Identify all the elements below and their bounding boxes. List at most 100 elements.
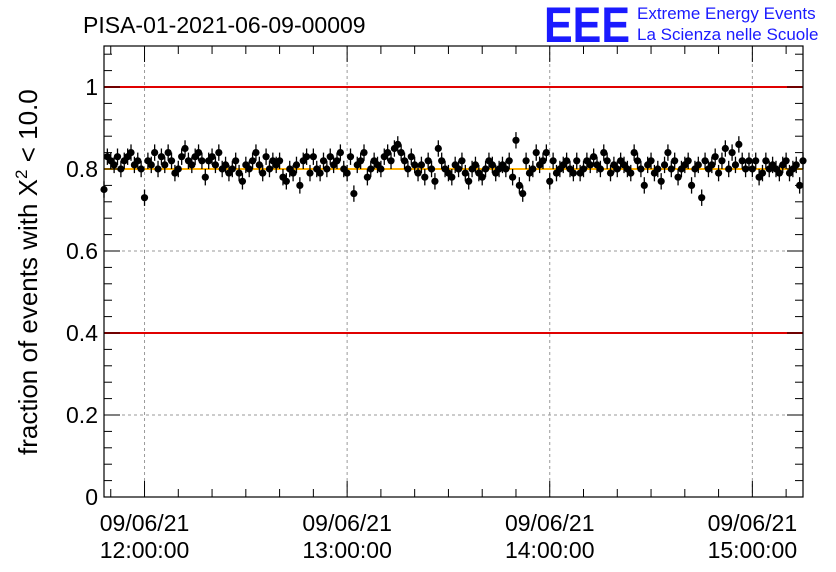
- data-point: [684, 157, 692, 165]
- data-point: [529, 165, 537, 173]
- data-point: [782, 157, 790, 165]
- data-point: [792, 161, 800, 169]
- data-point: [573, 157, 581, 165]
- data-point: [718, 157, 726, 165]
- data-points: [100, 132, 807, 206]
- data-point: [259, 169, 267, 177]
- data-point: [478, 173, 486, 181]
- data-point: [738, 157, 746, 165]
- data-point: [748, 165, 756, 173]
- y-tick-label: 0.6: [66, 238, 98, 264]
- data-point: [586, 161, 594, 169]
- data-point: [687, 181, 696, 189]
- x-tick-label-time: 15:00:00: [708, 537, 798, 563]
- data-point: [522, 157, 530, 165]
- plot-frame: [103, 45, 804, 498]
- data-point: [326, 153, 334, 161]
- data-point: [775, 169, 783, 177]
- data-point: [346, 153, 355, 161]
- data-point: [454, 165, 463, 173]
- data-point: [367, 165, 375, 173]
- data-point: [363, 173, 371, 181]
- data-point: [664, 149, 672, 157]
- data-point: [637, 165, 645, 173]
- data-point: [563, 157, 571, 165]
- data-point: [154, 165, 162, 173]
- data-point: [461, 169, 469, 177]
- data-point: [350, 190, 358, 198]
- y-tick-label: 0.2: [66, 402, 98, 428]
- data-point: [671, 157, 679, 165]
- data-point: [762, 157, 770, 165]
- data-point: [134, 157, 142, 165]
- data-point: [275, 157, 284, 165]
- data-point: [708, 161, 716, 169]
- data-point: [603, 157, 611, 165]
- data-point: [660, 161, 669, 169]
- logo-letters: EEE: [544, 0, 630, 53]
- data-point: [411, 161, 419, 169]
- data-point: [167, 157, 176, 165]
- data-point: [110, 161, 118, 169]
- data-point: [404, 165, 412, 173]
- data-point: [151, 149, 159, 157]
- data-point: [228, 165, 236, 173]
- data-point: [654, 165, 662, 173]
- data-point: [633, 157, 642, 165]
- data-point: [245, 165, 253, 173]
- data-point: [674, 173, 682, 181]
- data-point: [721, 144, 729, 153]
- data-point: [725, 165, 733, 173]
- data-point: [140, 194, 149, 202]
- data-point: [711, 153, 719, 161]
- data-point: [292, 161, 301, 169]
- data-point: [427, 165, 436, 173]
- data-point: [508, 173, 517, 181]
- data-point: [252, 149, 260, 157]
- data-point: [745, 157, 753, 165]
- x-tick-label-date: 09/06/21: [302, 510, 392, 536]
- data-point: [248, 157, 257, 165]
- data-point: [238, 177, 247, 185]
- data-point: [539, 157, 547, 165]
- data-point: [431, 177, 439, 185]
- x-tick-label-time: 13:00:00: [302, 537, 392, 563]
- data-point: [235, 169, 243, 177]
- data-point: [161, 161, 169, 169]
- logo-line-1: Extreme Energy Events: [637, 4, 816, 23]
- data-point: [282, 177, 290, 185]
- data-point: [181, 144, 189, 153]
- data-point: [137, 165, 145, 173]
- x-tick-label-time: 14:00:00: [505, 537, 595, 563]
- data-point: [400, 157, 409, 165]
- data-point: [157, 153, 166, 161]
- data-point: [394, 140, 402, 148]
- y-tick-label: 0: [85, 484, 98, 510]
- data-point: [113, 153, 122, 161]
- data-point: [606, 169, 615, 177]
- data-point: [714, 169, 723, 177]
- data-point: [488, 161, 496, 169]
- y-tick-labels: 0 0.2 0.4 0.6 0.8 1: [66, 74, 98, 510]
- data-point: [424, 157, 432, 165]
- data-point: [505, 157, 513, 165]
- data-point: [221, 161, 230, 169]
- data-point: [255, 161, 263, 169]
- data-point: [542, 149, 550, 157]
- x-tick-labels: 09/06/2112:00:0009/06/2113:00:0009/06/21…: [100, 510, 797, 563]
- y-tick-label: 1: [85, 74, 98, 100]
- data-point: [309, 153, 317, 161]
- data-point: [319, 157, 328, 165]
- data-point: [296, 181, 304, 189]
- y-tick-label: 0.8: [66, 156, 98, 182]
- x-tick-label-date: 09/06/21: [100, 510, 190, 536]
- data-point: [147, 161, 155, 169]
- data-point: [323, 165, 331, 173]
- data-point: [417, 161, 426, 169]
- data-point: [569, 169, 577, 177]
- x-tick-label-date: 09/06/21: [708, 510, 798, 536]
- data-point: [735, 140, 743, 148]
- data-point: [194, 149, 203, 157]
- data-point: [465, 177, 473, 185]
